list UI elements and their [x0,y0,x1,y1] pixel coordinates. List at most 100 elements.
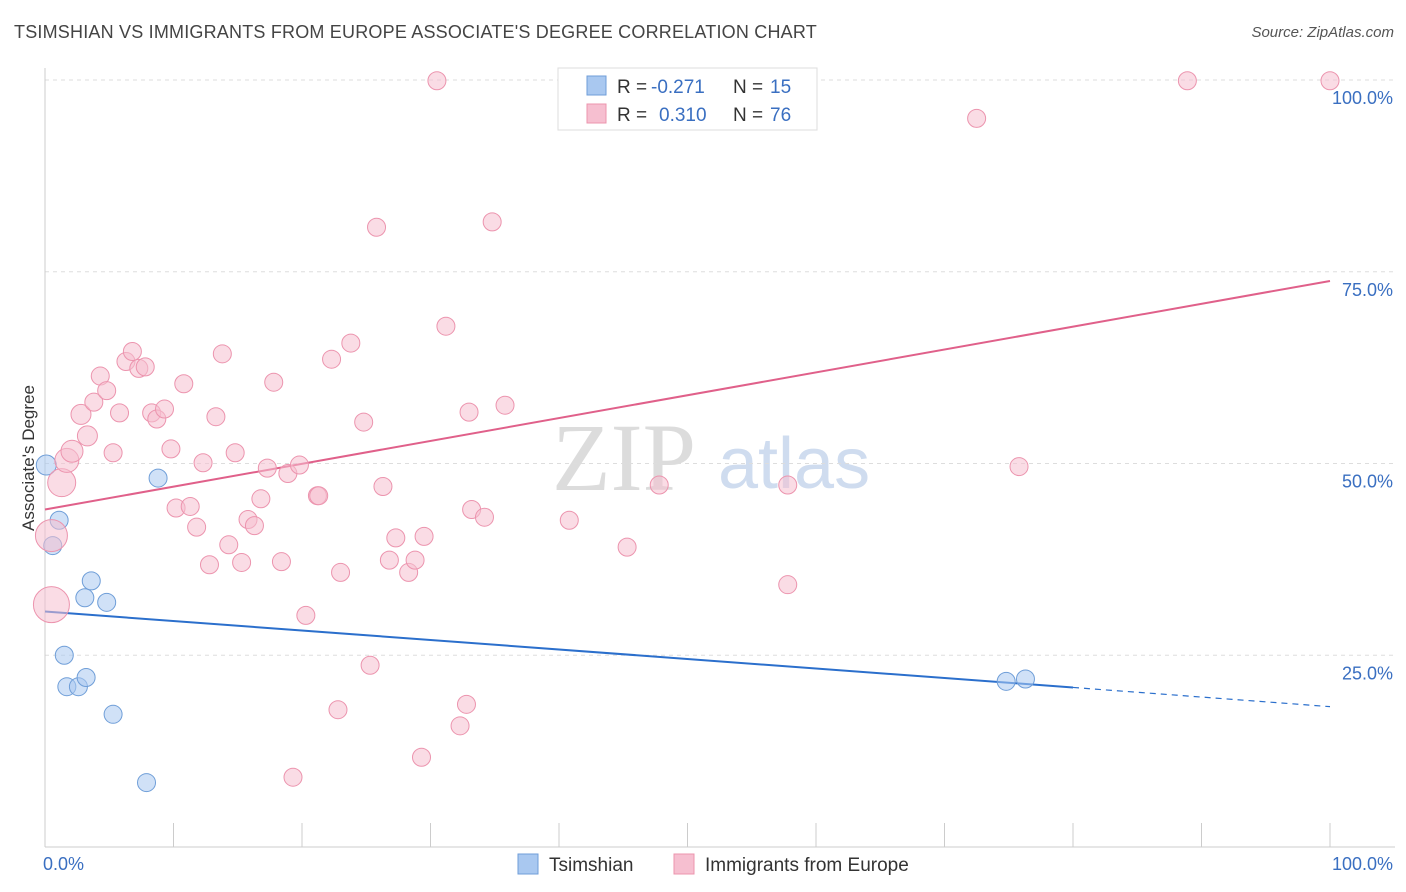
legend-bottom-swatch-tsimshian [517,853,539,875]
tsimshian-point [148,468,168,488]
europe-point [405,550,425,570]
europe-point [649,475,669,495]
legend-n-label: N = [733,77,763,98]
legend-bottom-swatch-europe [673,853,695,875]
tsimshian-point [76,667,96,687]
tsimshian-point [996,671,1016,691]
europe-point [474,507,494,527]
europe-point [206,407,226,427]
europe-point [617,537,637,557]
europe-point [225,443,245,463]
europe-point [360,655,380,675]
europe-point [193,453,213,473]
legend-r-value-tsimshian: -0.271 [651,77,705,98]
watermark: ZIP atlas [552,404,870,511]
europe-point [412,747,432,767]
y-tick-label: 25.0% [1342,663,1393,683]
europe-point [456,694,476,714]
trend-line-tsimshian-extension [1072,686,1331,708]
europe-point [296,605,316,625]
europe-point [47,468,77,498]
y-tick-label: 75.0% [1342,280,1393,300]
legend-n-value-europe: 76 [770,105,791,126]
europe-point [257,458,277,478]
europe-point [187,517,207,537]
europe-point [110,403,130,423]
tsimshian-point [97,592,117,612]
europe-point [386,528,406,548]
europe-point [135,357,155,377]
europe-point [103,443,123,463]
y-tick-label: 50.0% [1342,472,1393,492]
europe-point [967,108,987,128]
europe-point [219,535,239,555]
europe-point [155,399,175,419]
europe-point [180,496,200,516]
europe-point [367,217,387,237]
europe-point [309,486,329,506]
europe-point [459,402,479,422]
trend-line-tsimshian [44,610,1074,689]
europe-point [414,526,434,546]
legend-bottom: Tsimshian Immigrants from Europe [517,853,909,876]
europe-point [76,425,98,447]
europe-point [341,333,361,353]
europe-point [778,575,798,595]
europe-point [436,316,456,336]
y-axis-label: Associate's Degree [19,385,38,531]
europe-point [379,550,399,570]
tsimshian-point [103,704,123,724]
x-tick-label: 100.0% [1332,854,1393,874]
legend-n-value-tsimshian: 15 [770,77,791,98]
europe-point [251,489,271,509]
tsimshian-point [137,773,157,793]
tsimshian-point [75,588,95,608]
europe-point [161,439,181,459]
y-tick-label: 100.0% [1332,88,1393,108]
europe-point [495,395,515,415]
europe-point [70,403,92,425]
europe-point [482,212,502,232]
europe-point [289,455,309,475]
europe-point [60,439,84,463]
europe-point [373,477,393,497]
europe-point [271,552,291,572]
europe-point [199,555,219,575]
tsimshian-point [54,645,74,665]
tsimshian-point [1015,669,1035,689]
europe-point [1009,457,1029,477]
legend-r-value-europe: 0.310 [659,105,707,126]
europe-point [232,552,252,572]
europe-point [244,516,264,536]
europe-point [778,475,798,495]
europe-point [264,372,284,392]
legend-r-label: R = [617,77,647,98]
tsimshian-point [81,571,101,591]
tick-labels: 0.0% 100.0% 25.0% 50.0% 75.0% 100.0% [43,88,1393,874]
legend-bottom-label-tsimshian: Tsimshian [549,855,633,876]
legend-swatch-tsimshian [586,75,607,96]
data-points [32,71,1340,793]
europe-point [283,767,303,787]
legend-n-label: N = [733,105,763,126]
chart-title: TSIMSHIAN VS IMMIGRANTS FROM EUROPE ASSO… [14,22,817,42]
europe-point [331,562,351,582]
europe-point [84,392,104,412]
legend-stats: R = -0.271 N = 15 R = 0.310 N = 76 [557,67,818,131]
europe-point [354,412,374,432]
europe-point [97,381,117,401]
legend-swatch-europe [586,103,607,124]
europe-point [32,586,70,624]
watermark-zip: ZIP [552,404,696,511]
legend-r-label: R = [617,105,647,126]
legend-bottom-label-europe: Immigrants from Europe [705,855,909,876]
europe-point [328,700,348,720]
source-label: Source: ZipAtlas.com [1251,24,1394,41]
x-tick-label: 0.0% [43,854,84,874]
europe-point [1320,71,1340,91]
europe-point [427,71,447,91]
europe-point [322,349,342,369]
europe-point [34,519,68,553]
europe-point [174,374,194,394]
